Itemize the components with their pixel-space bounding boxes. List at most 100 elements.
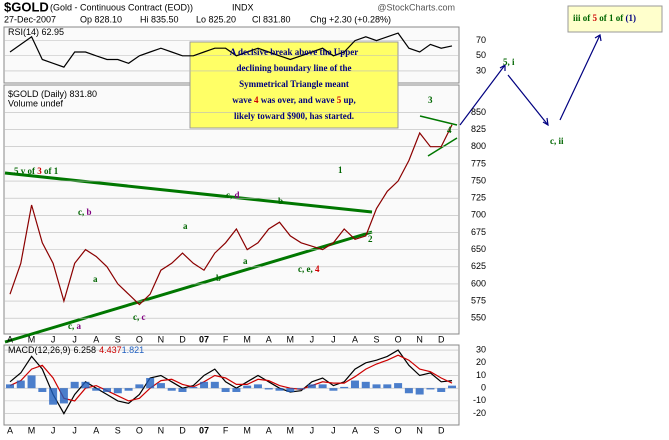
source: @StockCharts.com xyxy=(377,2,455,12)
note-part: likely toward $900, has started. xyxy=(234,111,354,121)
x-tick-label: D xyxy=(438,334,445,344)
legend-value: 4.437 xyxy=(99,345,122,355)
exchange: INDX xyxy=(232,2,254,12)
x-tick-label: A xyxy=(93,334,99,344)
histogram-bar xyxy=(340,386,349,389)
series-line xyxy=(9,32,453,68)
histogram-bar xyxy=(437,388,446,392)
text-part: 4 xyxy=(315,264,320,274)
x-tick-label: M xyxy=(287,425,295,435)
text-part: of xyxy=(42,166,54,176)
histogram-bar xyxy=(167,388,176,391)
wave-label: 3 xyxy=(428,95,433,105)
histogram-bar xyxy=(135,384,144,389)
x-tick-label: F xyxy=(223,334,229,344)
note-box xyxy=(189,41,399,129)
histogram-bar xyxy=(426,388,435,390)
change: Chg +2.30 (+0.28%) xyxy=(310,14,391,24)
histogram-bar xyxy=(264,388,273,390)
histogram-bar xyxy=(81,381,90,389)
histogram-bar xyxy=(124,388,133,391)
note-line: Symmetrical Triangle meant xyxy=(239,79,349,89)
forecast-box xyxy=(567,5,663,33)
histogram-bar xyxy=(232,388,241,392)
text-part: c, xyxy=(133,312,142,322)
text-part: 5 v of xyxy=(14,166,37,176)
y-tick-label: 850 xyxy=(471,107,486,117)
y-tick-label: 0 xyxy=(481,383,486,393)
symbol: $GOLD xyxy=(4,0,49,14)
panel-label-text: RSI(14) 62.95 xyxy=(8,27,64,37)
instrument-name: (Gold - Continuous Contract (EOD)) xyxy=(50,2,193,12)
text-part: 3 xyxy=(428,95,433,105)
date: 27-Dec-2007 xyxy=(4,14,56,24)
histogram-bar xyxy=(189,386,198,389)
histogram-bar xyxy=(329,388,338,391)
panel-label-text: $GOLD (Daily) 831.80 xyxy=(8,89,97,99)
text-part: 1 xyxy=(609,13,614,23)
text-part: (1) xyxy=(626,13,637,23)
text-part: 2 xyxy=(368,234,373,244)
panel-label-text: MACD(12,26,9) xyxy=(8,345,71,355)
x-tick-label: M xyxy=(28,425,36,435)
histogram-bar xyxy=(394,383,403,389)
x-tick-label: J xyxy=(51,425,56,435)
y-tick-label: 600 xyxy=(471,278,486,288)
wave-label: c, b xyxy=(78,207,92,217)
text-part: 5, i xyxy=(503,57,515,67)
text-part: d xyxy=(235,190,240,200)
y-tick-label: 10 xyxy=(476,370,486,380)
wave-label: 5 v of 3 of 1 xyxy=(14,166,59,176)
x-tick-label: A xyxy=(352,334,358,344)
lower-trendline xyxy=(4,230,373,344)
x-tick-label: J xyxy=(310,425,315,435)
small-triangle xyxy=(419,115,458,126)
histogram-bar xyxy=(70,381,79,389)
histogram-bar xyxy=(297,388,306,390)
x-tick-label: A xyxy=(266,334,272,344)
x-tick-label: N xyxy=(158,425,165,435)
x-tick-label: M xyxy=(287,334,295,344)
text-part: of xyxy=(614,13,626,23)
y-tick-label: 800 xyxy=(471,141,486,151)
histogram-bar xyxy=(253,384,262,389)
histogram-bar xyxy=(59,388,68,404)
x-tick-label: 07 xyxy=(199,334,209,344)
histogram-bar xyxy=(372,384,381,389)
note-part: wave xyxy=(232,95,254,105)
histogram-bar xyxy=(156,383,165,389)
histogram-bar xyxy=(448,385,456,389)
note-line: A decisive break above the Upper xyxy=(230,47,359,57)
series-line xyxy=(9,354,453,402)
histogram-bar xyxy=(38,388,47,392)
close: Cl 831.80 xyxy=(252,14,291,24)
histogram-bar xyxy=(92,388,101,391)
text-part: 1 xyxy=(338,165,343,175)
text-part: 1 xyxy=(54,166,59,176)
wave-label: b xyxy=(216,273,221,283)
x-tick-label: M xyxy=(28,334,36,344)
wave-label: 4 xyxy=(447,125,452,135)
note-part: Symmetrical Triangle meant xyxy=(239,79,349,89)
note-part: A decisive break above the Upper xyxy=(230,47,359,57)
x-tick-label: D xyxy=(438,425,445,435)
series-line xyxy=(9,124,453,306)
wave-label: 1 xyxy=(338,165,343,175)
x-tick-label: S xyxy=(374,425,380,435)
note-line: likely toward $900, has started. xyxy=(234,111,354,121)
y-tick-label: -10 xyxy=(473,395,486,405)
text-part: a xyxy=(77,321,82,331)
histogram-bar xyxy=(243,385,252,389)
wave-label: c, a xyxy=(68,321,82,331)
note-part: was over, and wave xyxy=(259,95,337,105)
histogram-bar xyxy=(6,384,14,389)
histogram-bar xyxy=(404,388,413,394)
y-tick-label: 825 xyxy=(471,124,486,134)
y-tick-label: 675 xyxy=(471,227,486,237)
histogram-bar xyxy=(350,380,359,389)
wave-label: b xyxy=(278,196,283,206)
low: Lo 825.20 xyxy=(196,14,236,24)
text-part: a xyxy=(183,221,188,231)
y-tick-label: 650 xyxy=(471,244,486,254)
